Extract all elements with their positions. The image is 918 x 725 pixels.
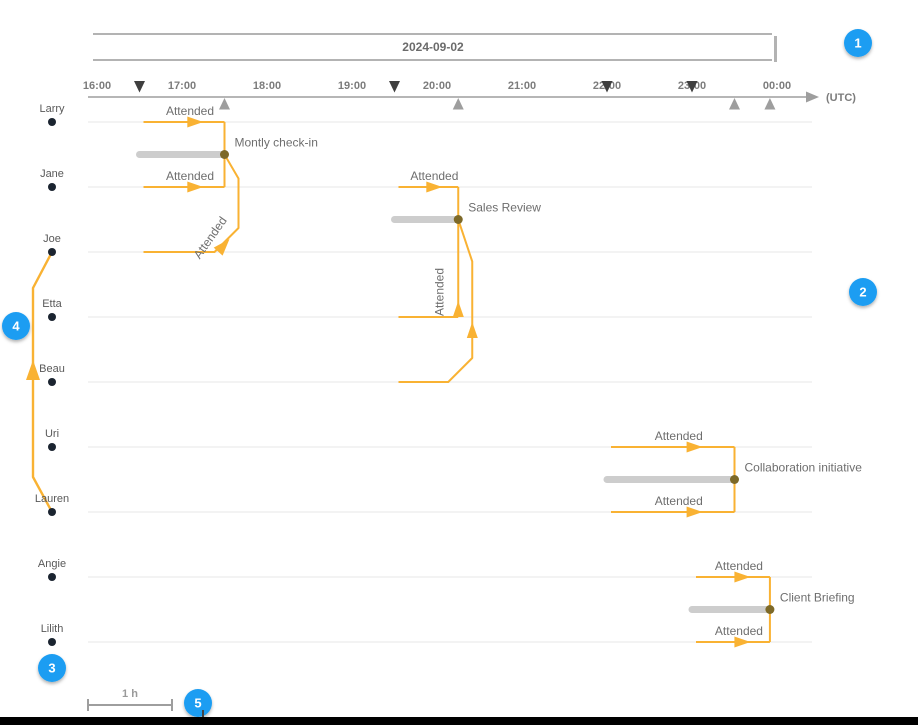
hour-label: 00:00 [763,80,791,92]
scale-label: 1 h [122,688,138,700]
attended-edge [398,219,474,383]
person-label: Jane [40,168,64,180]
person-dot[interactable] [48,638,56,646]
attended-label: Attended [166,104,214,118]
callout-number: 3 [48,661,55,676]
hour-label: 19:00 [338,80,366,92]
attended-arrow-icon [466,322,478,338]
meeting-label: Sales Review [468,201,541,215]
meeting-end-marker [764,98,776,110]
attended-arrow-icon [426,181,443,193]
person-label: Lilith [41,623,64,635]
person-dot[interactable] [48,378,56,386]
attended-arrow-icon [734,636,751,648]
attended-edge [143,153,240,253]
person-label: Uri [45,428,59,440]
callout-badge [2,312,30,340]
attended-arrow-icon [686,506,703,518]
person-label: Etta [42,298,62,310]
meeting-start-marker [686,81,698,93]
axis-arrow-icon [806,91,819,103]
person-label: Angie [38,558,66,570]
callout-number: 5 [194,696,201,711]
attended-arrow-icon [187,181,204,193]
meeting-end-marker [729,98,740,110]
axis-unit-label: (UTC) [826,92,856,104]
date-label: 2024-09-02 [402,40,464,54]
attended-label: Attended [166,169,214,183]
relation-edge[interactable] [31,251,54,513]
attended-arrow-icon [187,116,204,128]
attended-arrow-icon [213,239,230,256]
meeting-dot[interactable] [220,150,229,159]
person-dot[interactable] [48,248,56,256]
attended-label: Attended [191,214,230,261]
bottom-border [0,717,918,725]
person-label: Joe [43,233,61,245]
callout-badge [849,278,877,306]
attended-label: Attended [715,559,763,573]
callout-badge [844,29,872,57]
person-dot[interactable] [48,183,56,191]
attended-arrow-icon [452,301,464,317]
meeting-label: Client Briefing [780,591,855,605]
hour-label: 18:00 [253,80,281,92]
callout-badge [184,689,212,717]
date-band-end-cap [774,36,777,62]
person-dot[interactable] [48,313,56,321]
meeting-dot[interactable] [730,475,739,484]
callout-number: 4 [12,319,20,334]
hour-label: 20:00 [423,80,451,92]
person-label: Larry [39,103,65,115]
attended-label: Attended [410,169,458,183]
person-dot[interactable] [48,443,56,451]
meeting-start-marker [389,81,400,93]
hour-label: 17:00 [168,80,196,92]
person-dot[interactable] [48,573,56,581]
meeting-start-marker [601,81,613,93]
attended-arrow-icon [734,571,751,583]
callout-number: 2 [859,285,866,300]
meeting-dot[interactable] [765,605,775,614]
meeting-dot[interactable] [453,215,463,224]
meeting-label: Montly check-in [235,136,318,150]
hour-label: 21:00 [508,80,536,92]
meeting-end-marker [219,98,230,110]
person-dot[interactable] [48,118,56,126]
relation-arrow-icon [26,360,40,380]
attended-label: Attended [655,429,703,443]
hour-label: 16:00 [83,80,111,92]
attended-label: Attended [432,268,446,316]
person-label: Beau [39,363,65,375]
meeting-end-marker [452,98,464,110]
callout-number: 1 [854,36,861,51]
person-dot[interactable] [48,508,56,516]
callout-badge [38,654,66,682]
meeting-start-marker [134,81,145,93]
person-label: Lauren [35,493,69,505]
attended-label: Attended [715,624,763,638]
attended-arrow-icon [686,441,703,453]
attended-label: Attended [655,494,703,508]
meeting-label: Collaboration initiative [745,461,863,475]
